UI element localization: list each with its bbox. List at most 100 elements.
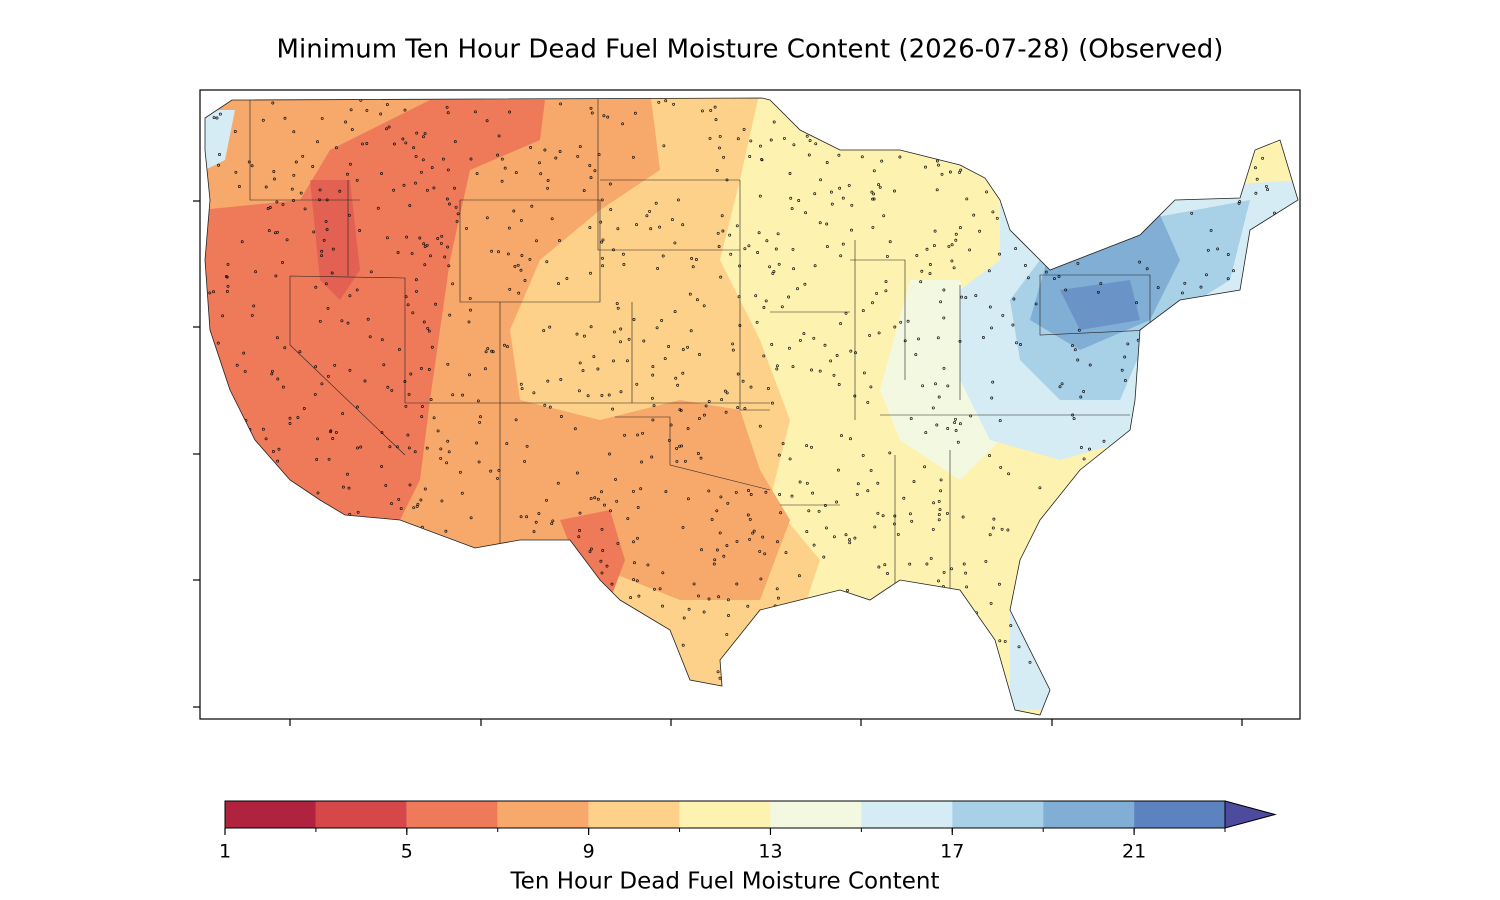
station-dot	[636, 506, 640, 509]
station-dot	[1088, 363, 1092, 367]
station-dot	[924, 165, 927, 169]
station-dot	[619, 390, 623, 394]
station-dot	[715, 548, 719, 552]
station-dot	[447, 450, 451, 454]
station-dot	[735, 539, 739, 543]
station-dot	[497, 468, 501, 472]
station-dot	[765, 239, 769, 243]
station-dot	[725, 544, 729, 548]
station-dot	[805, 481, 809, 485]
station-dot	[380, 465, 384, 468]
station-dot	[990, 326, 993, 330]
station-dot	[648, 209, 652, 213]
station-dot	[1079, 395, 1083, 399]
station-dot	[779, 511, 783, 515]
station-dot	[443, 255, 447, 259]
station-dot	[702, 610, 706, 614]
colorbar: 1 5 9 13 17 21	[219, 800, 1277, 863]
station-dot	[792, 267, 796, 271]
station-dot	[588, 226, 592, 229]
station-dot	[635, 382, 639, 386]
station-dot	[777, 262, 781, 266]
station-dot	[234, 170, 238, 174]
station-dot	[649, 227, 653, 231]
station-dot	[298, 350, 302, 354]
station-dot	[738, 264, 742, 268]
station-dot	[216, 341, 220, 345]
station-dot	[559, 415, 563, 418]
station-dot	[811, 491, 815, 495]
station-dot	[718, 146, 721, 150]
station-dot	[708, 136, 712, 140]
station-dot	[525, 444, 529, 448]
station-dot	[999, 465, 1003, 469]
station-dot	[1079, 446, 1083, 449]
station-dot	[468, 296, 472, 300]
station-dot	[810, 368, 813, 372]
station-dot	[808, 139, 812, 143]
station-dot	[948, 170, 952, 174]
station-dot	[589, 106, 593, 110]
station-dot	[676, 198, 680, 202]
station-dot	[906, 319, 910, 323]
station-dot	[348, 512, 352, 516]
station-dot	[1071, 413, 1075, 417]
station-dot	[614, 477, 617, 481]
station-dot	[575, 471, 579, 475]
station-dot	[486, 347, 490, 351]
station-dot	[810, 445, 813, 449]
station-dot	[600, 527, 604, 531]
station-dot	[404, 295, 408, 299]
station-dot	[548, 405, 552, 409]
station-dot	[775, 364, 779, 368]
station-dot	[692, 582, 696, 586]
station-dot	[735, 224, 739, 228]
station-dot	[942, 316, 946, 320]
station-dot	[830, 202, 834, 206]
station-dot	[316, 140, 319, 144]
station-dot	[292, 199, 295, 202]
station-dot	[588, 164, 592, 167]
station-dot	[422, 320, 426, 324]
station-dot	[423, 132, 427, 136]
station-dot	[720, 214, 724, 218]
station-dot	[312, 230, 316, 234]
station-dot	[1204, 273, 1208, 277]
station-dot	[423, 245, 427, 249]
station-dot	[1014, 247, 1018, 251]
station-dot	[803, 282, 807, 286]
station-dot	[334, 146, 338, 150]
station-dot	[1261, 156, 1265, 160]
station-dot	[871, 225, 875, 229]
station-dot	[923, 465, 927, 469]
station-dot	[434, 302, 438, 306]
station-dot	[797, 199, 801, 202]
station-dot	[902, 496, 906, 500]
station-dot	[947, 244, 951, 248]
station-dot	[411, 311, 415, 315]
station-dot	[635, 223, 638, 227]
station-dot	[331, 437, 335, 440]
station-dot	[575, 332, 579, 336]
station-dot	[252, 304, 256, 308]
station-dot	[419, 170, 423, 174]
station-dot	[791, 365, 795, 369]
station-dot	[532, 530, 536, 534]
station-dot	[984, 559, 988, 563]
station-dot	[578, 511, 582, 515]
station-dot	[490, 249, 494, 253]
station-dot	[385, 103, 389, 107]
station-dot	[655, 326, 659, 330]
station-dot	[873, 525, 877, 529]
station-dot	[764, 490, 768, 494]
station-dot	[928, 263, 932, 266]
station-dot	[937, 518, 941, 522]
station-dot	[1199, 285, 1203, 289]
station-dot	[407, 446, 411, 450]
station-dot	[958, 339, 962, 343]
station-dot	[348, 368, 352, 372]
station-dot	[368, 335, 372, 339]
station-dot	[855, 492, 859, 496]
colorbar-segment	[679, 801, 771, 828]
station-dot	[320, 382, 324, 386]
